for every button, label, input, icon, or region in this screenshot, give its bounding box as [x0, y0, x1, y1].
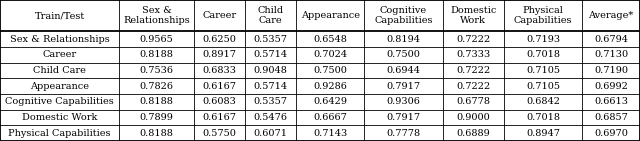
Text: 0.9048: 0.9048 [253, 66, 287, 75]
Text: Sex & Relationships: Sex & Relationships [10, 35, 109, 44]
Text: 0.9306: 0.9306 [387, 97, 420, 106]
Text: 0.8917: 0.8917 [203, 50, 237, 59]
Text: 0.7105: 0.7105 [526, 82, 560, 91]
Text: 0.6548: 0.6548 [313, 35, 347, 44]
Text: Train/Test: Train/Test [35, 11, 84, 20]
Text: 0.6083: 0.6083 [203, 97, 237, 106]
Text: Cognitive
Capabilities: Cognitive Capabilities [374, 6, 433, 25]
Text: 0.6794: 0.6794 [594, 35, 628, 44]
Text: 0.8188: 0.8188 [140, 97, 173, 106]
Text: Domestic
Work: Domestic Work [450, 6, 497, 25]
Text: 0.8194: 0.8194 [387, 35, 420, 44]
Text: 0.7778: 0.7778 [387, 129, 420, 138]
Text: 0.6857: 0.6857 [594, 113, 628, 122]
Text: 0.6613: 0.6613 [594, 97, 628, 106]
Text: 0.6667: 0.6667 [313, 113, 347, 122]
Text: 0.8947: 0.8947 [526, 129, 560, 138]
Text: 0.5714: 0.5714 [253, 82, 288, 91]
Text: 0.6071: 0.6071 [253, 129, 287, 138]
Text: Child Care: Child Care [33, 66, 86, 75]
Text: 0.7018: 0.7018 [526, 50, 560, 59]
Text: 0.7917: 0.7917 [387, 113, 420, 122]
Text: 0.5750: 0.5750 [203, 129, 237, 138]
Text: 0.7024: 0.7024 [313, 50, 348, 59]
Text: 0.6429: 0.6429 [313, 97, 348, 106]
Text: 0.6889: 0.6889 [456, 129, 490, 138]
Text: 0.6992: 0.6992 [594, 82, 628, 91]
Text: 0.7536: 0.7536 [140, 66, 173, 75]
Text: 0.6167: 0.6167 [203, 113, 237, 122]
Text: 0.7190: 0.7190 [594, 66, 628, 75]
Text: 0.7333: 0.7333 [456, 50, 490, 59]
Text: 0.9000: 0.9000 [456, 113, 490, 122]
Text: 0.7143: 0.7143 [313, 129, 348, 138]
Text: 0.6944: 0.6944 [387, 66, 420, 75]
Text: 0.6842: 0.6842 [526, 97, 560, 106]
Text: Cognitive Capabilities: Cognitive Capabilities [5, 97, 114, 106]
Text: 0.6778: 0.6778 [456, 97, 490, 106]
Text: 0.9286: 0.9286 [313, 82, 347, 91]
Text: Physical Capabilities: Physical Capabilities [8, 129, 111, 138]
Text: 0.5714: 0.5714 [253, 50, 288, 59]
Text: 0.8188: 0.8188 [140, 129, 173, 138]
Text: Career: Career [42, 50, 77, 59]
Text: 0.5357: 0.5357 [253, 97, 287, 106]
Text: 0.7193: 0.7193 [526, 35, 560, 44]
Text: 0.7500: 0.7500 [313, 66, 347, 75]
Text: Appearance: Appearance [301, 11, 360, 20]
Text: 0.6250: 0.6250 [203, 35, 237, 44]
Text: 0.8188: 0.8188 [140, 50, 173, 59]
Text: 0.6167: 0.6167 [203, 82, 237, 91]
Text: 0.7130: 0.7130 [594, 50, 628, 59]
Text: Average*: Average* [588, 11, 634, 20]
Text: 0.5357: 0.5357 [253, 35, 287, 44]
Text: 0.7105: 0.7105 [526, 66, 560, 75]
Text: Sex &
Relationships: Sex & Relationships [124, 6, 190, 25]
Text: Career: Career [202, 11, 237, 20]
Text: 0.7222: 0.7222 [456, 35, 490, 44]
Text: Physical
Capabilities: Physical Capabilities [514, 6, 572, 25]
Text: 0.7826: 0.7826 [140, 82, 173, 91]
Text: 0.9565: 0.9565 [140, 35, 173, 44]
Text: 0.7917: 0.7917 [387, 82, 420, 91]
Text: 0.7222: 0.7222 [456, 82, 490, 91]
Text: 0.7018: 0.7018 [526, 113, 560, 122]
Text: 0.6970: 0.6970 [594, 129, 628, 138]
Text: 0.7500: 0.7500 [387, 50, 420, 59]
Text: 0.7899: 0.7899 [140, 113, 173, 122]
Text: Domestic Work: Domestic Work [22, 113, 97, 122]
Text: Child
Care: Child Care [257, 6, 284, 25]
Text: 0.7222: 0.7222 [456, 66, 490, 75]
Text: 0.5476: 0.5476 [253, 113, 287, 122]
Text: 0.6833: 0.6833 [203, 66, 237, 75]
Text: Appearance: Appearance [30, 82, 89, 91]
